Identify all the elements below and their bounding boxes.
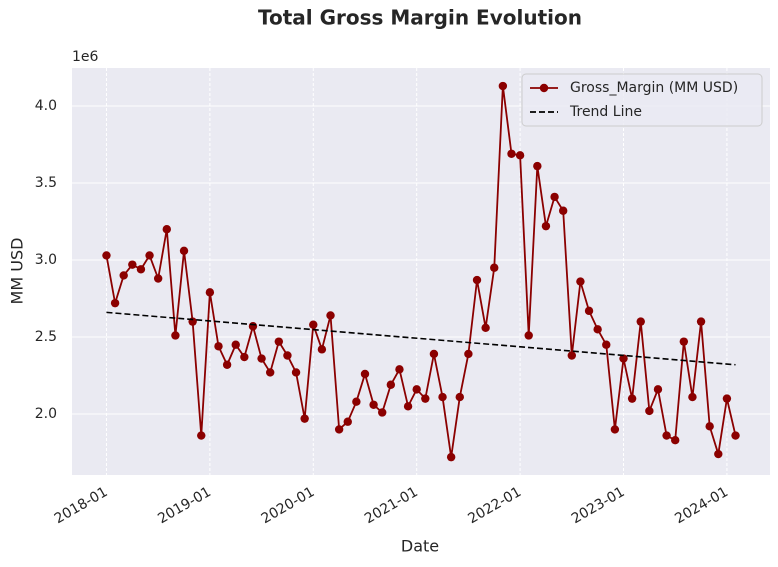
data-point <box>722 394 732 403</box>
data-point <box>378 408 387 417</box>
data-point <box>507 149 516 158</box>
data-point <box>438 392 447 402</box>
data-point <box>421 394 430 403</box>
data-point <box>240 352 249 362</box>
legend-label: Trend Line <box>569 104 642 120</box>
data-point <box>481 323 490 332</box>
data-point <box>584 306 594 316</box>
plot-area <box>72 68 770 475</box>
x-tick-label: 2023-01 <box>569 484 628 527</box>
data-point <box>653 385 663 394</box>
data-point <box>464 349 473 359</box>
data-point <box>214 342 223 351</box>
x-tick-label: 2021-01 <box>362 484 421 527</box>
data-point <box>593 325 602 334</box>
data-point <box>688 392 697 402</box>
x-tick-label: 2024-01 <box>672 484 731 527</box>
data-point <box>360 369 370 379</box>
data-point <box>412 385 421 394</box>
y-axis-label: MM USD <box>8 238 27 305</box>
data-point <box>558 206 568 215</box>
data-point <box>257 354 266 363</box>
data-point <box>696 317 706 326</box>
data-point <box>369 400 378 409</box>
x-axis-label: Date <box>401 537 439 556</box>
data-point <box>567 351 577 360</box>
y-offset-label: 1e6 <box>72 49 99 65</box>
data-point <box>446 452 456 462</box>
x-tick-label: 2020-01 <box>259 484 318 527</box>
data-point <box>429 349 439 359</box>
data-point <box>403 402 413 411</box>
data-point <box>110 298 120 308</box>
data-point <box>472 275 482 285</box>
chart-title: Total Gross Margin Evolution <box>258 6 582 30</box>
data-point <box>645 406 654 416</box>
data-point <box>274 337 284 346</box>
data-point <box>541 221 551 231</box>
series-line <box>106 311 736 366</box>
data-point <box>386 380 396 389</box>
data-point <box>265 368 275 377</box>
data-point <box>334 425 344 434</box>
legend-box <box>521 73 763 127</box>
data-point <box>343 417 352 426</box>
data-point <box>671 435 680 445</box>
x-tick-label: 2019-01 <box>155 484 214 527</box>
legend-marker <box>539 83 549 93</box>
data-point <box>222 360 232 369</box>
data-point <box>309 320 318 329</box>
data-point <box>248 322 258 331</box>
data-point <box>627 394 637 403</box>
data-point <box>128 260 137 269</box>
data-point <box>136 265 146 274</box>
data-point <box>179 246 189 255</box>
y-tick-label: 2.5 <box>35 329 57 345</box>
data-point <box>162 225 171 234</box>
data-point <box>300 414 309 423</box>
data-point <box>662 431 671 440</box>
data-point <box>533 161 542 171</box>
data-point <box>610 425 620 434</box>
data-point <box>231 340 240 349</box>
y-tick-label: 4.0 <box>35 98 57 114</box>
legend-label: Gross_Margin (MM USD) <box>570 80 738 96</box>
data-point <box>550 192 559 202</box>
y-tick-label: 3.0 <box>35 252 57 268</box>
data-point <box>352 397 361 406</box>
data-point <box>205 288 215 297</box>
data-point <box>705 422 714 431</box>
data-point <box>395 365 404 374</box>
data-point <box>636 317 645 326</box>
data-point <box>524 331 533 340</box>
data-point <box>731 431 740 440</box>
data-point <box>515 151 525 160</box>
data-point <box>153 274 163 283</box>
y-tick-label: 2.0 <box>35 406 57 422</box>
data-point <box>679 337 689 346</box>
data-point <box>291 368 301 377</box>
data-point <box>455 392 464 402</box>
x-tick-label: 2022-01 <box>465 484 524 527</box>
data-point <box>283 351 292 360</box>
data-point <box>145 251 154 260</box>
series-line <box>105 85 737 458</box>
data-point <box>102 251 111 260</box>
data-point <box>619 354 628 363</box>
data-point <box>197 431 206 440</box>
data-point <box>490 263 499 272</box>
data-point <box>602 340 611 349</box>
data-point <box>498 81 508 91</box>
data-point <box>326 311 335 320</box>
data-point <box>576 277 585 286</box>
x-tick-label: 2018-01 <box>52 484 111 527</box>
data-point <box>119 271 128 280</box>
data-point <box>317 345 327 354</box>
data-point <box>714 449 723 459</box>
y-tick-label: 3.5 <box>35 175 57 191</box>
data-point <box>171 331 180 340</box>
